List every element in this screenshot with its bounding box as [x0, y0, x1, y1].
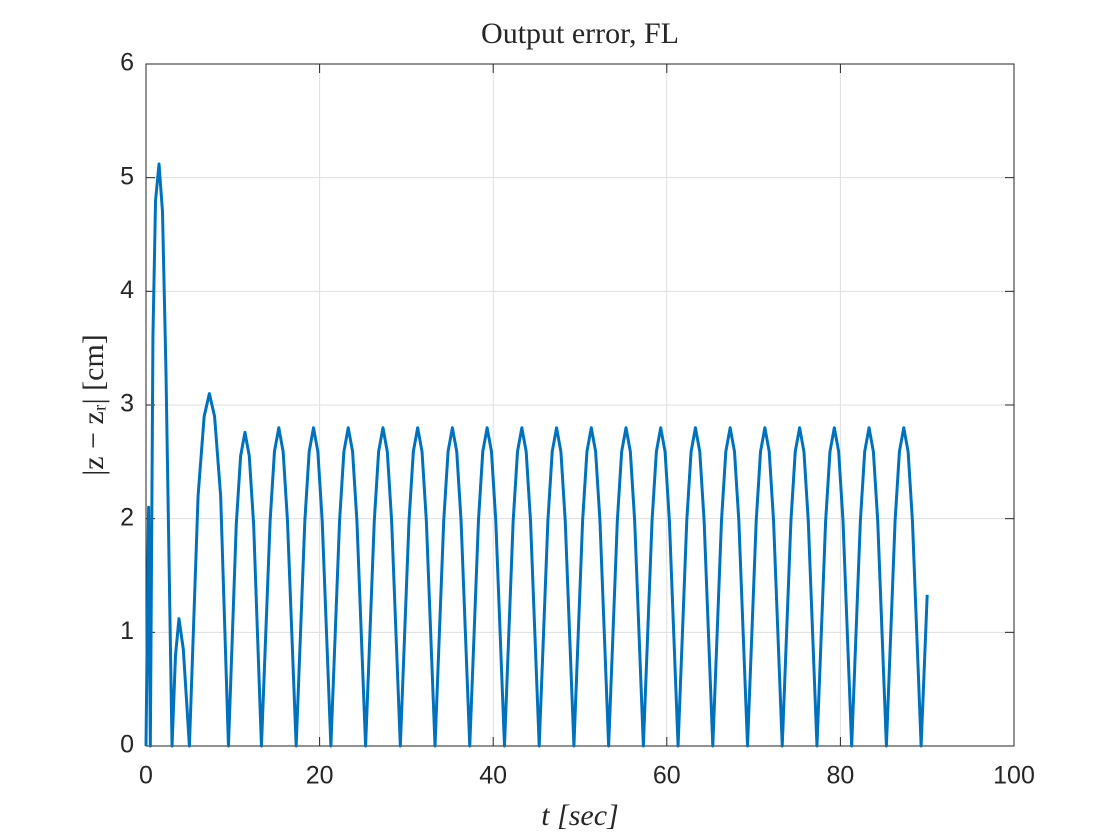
y-tick-label: 4: [120, 276, 134, 304]
x-axis-label: t [sec]: [541, 799, 619, 832]
y-tick-label: 2: [120, 503, 134, 531]
x-tick-label: 40: [479, 762, 507, 790]
y-tick-label: 6: [120, 49, 134, 77]
x-tick-label: 0: [139, 762, 153, 790]
x-tick-label: 60: [653, 762, 681, 790]
y-axis-label: |z − zᵣ| [cm]: [77, 334, 110, 476]
y-tick-label: 0: [120, 731, 134, 759]
data-line: [144, 162, 929, 748]
chart-title: Output error, FL: [481, 17, 679, 50]
axes-box: [145, 63, 1015, 747]
y-tick-label: 1: [120, 617, 134, 645]
x-tick-label: 20: [306, 762, 334, 790]
y-tick-label: 5: [120, 162, 134, 190]
x-tick-label: 100: [993, 762, 1035, 790]
x-tick-label: 80: [826, 762, 854, 790]
y-tick-label: 3: [120, 390, 134, 418]
